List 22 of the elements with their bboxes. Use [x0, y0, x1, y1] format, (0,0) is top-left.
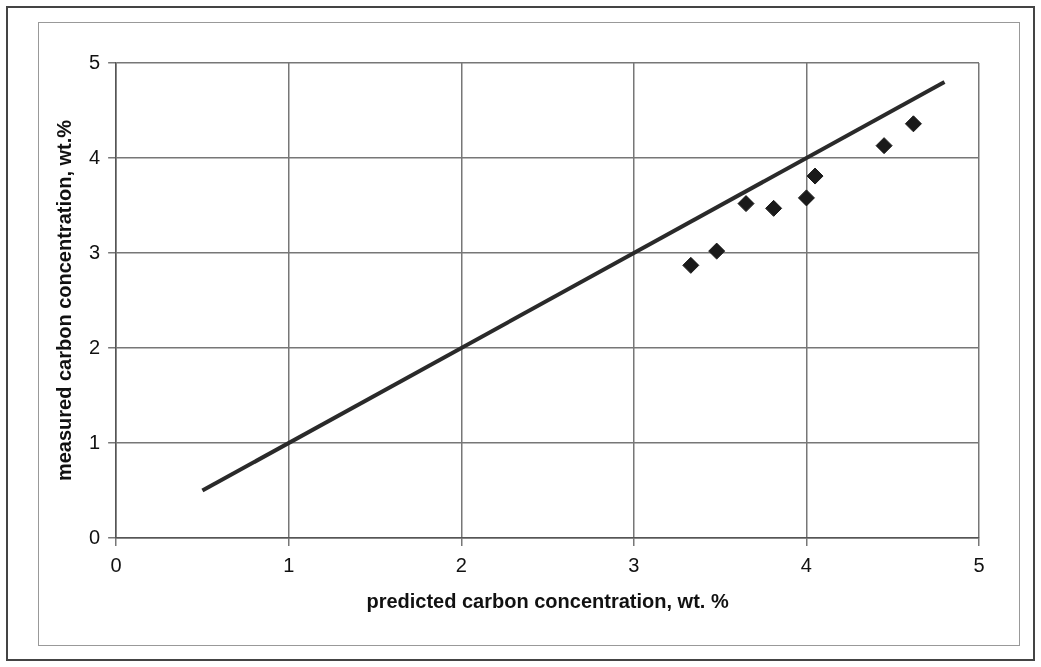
y-tick-label: 5 [89, 50, 101, 73]
point [875, 137, 893, 155]
y-tick-label: 3 [89, 240, 101, 263]
point [708, 242, 726, 260]
point [765, 199, 783, 217]
y-tick-label: 4 [89, 145, 101, 168]
x-tick-label: 3 [628, 553, 640, 576]
point [806, 167, 824, 185]
point [904, 115, 922, 133]
x-tick-label: 1 [283, 553, 295, 576]
x-tick-label: 5 [973, 553, 985, 576]
point [797, 189, 815, 207]
point [682, 256, 700, 274]
x-tick-label: 2 [455, 553, 467, 576]
x-axis-title: predicted carbon concentration, wt. % [366, 589, 729, 612]
y-tick-label: 2 [89, 335, 101, 358]
point [737, 195, 755, 213]
x-tick-label: 4 [800, 553, 812, 576]
y-axis-title: measured carbon concentration, wt.% [52, 119, 75, 482]
y-tick-label: 1 [89, 430, 101, 453]
y-tick-label: 0 [89, 525, 101, 548]
x-tick-label: 0 [110, 553, 122, 576]
